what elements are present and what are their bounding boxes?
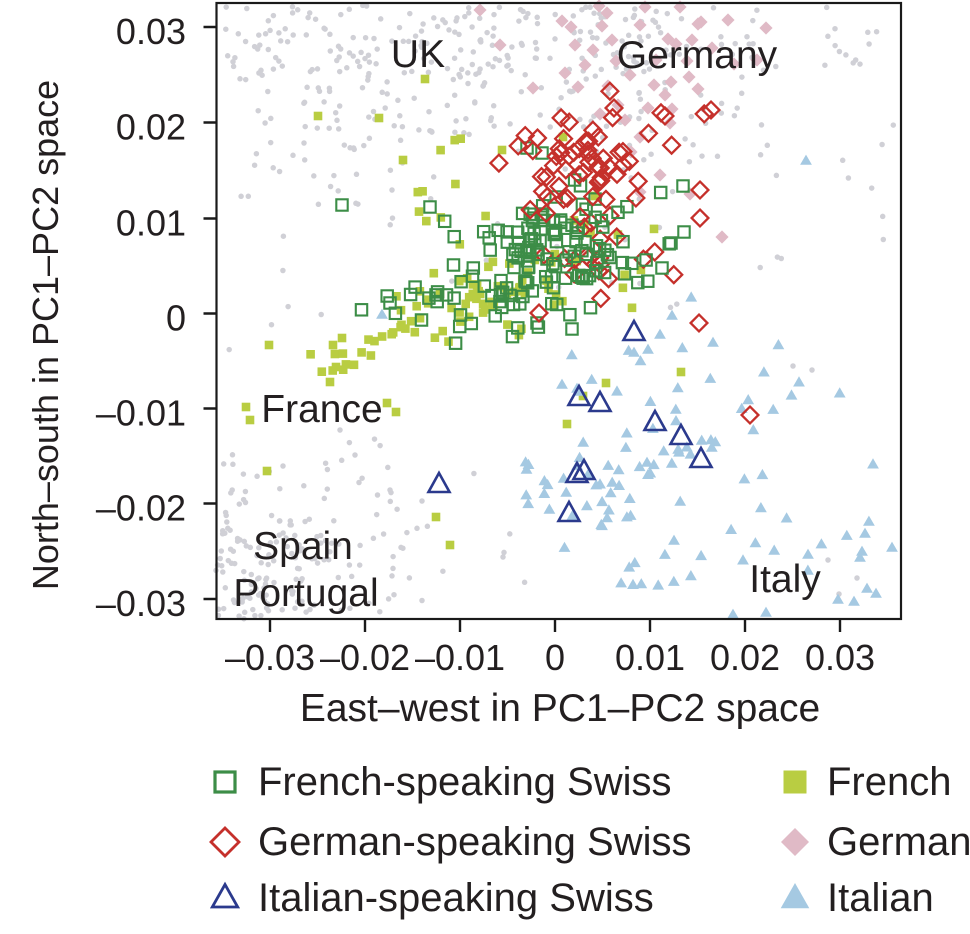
svg-text:0.03: 0.03 xyxy=(805,637,875,678)
svg-text:Italian-speaking Swiss: Italian-speaking Swiss xyxy=(258,876,654,920)
svg-text:UK: UK xyxy=(391,33,445,76)
svg-text:East–west in PC1–PC2 space: East–west in PC1–PC2 space xyxy=(300,687,820,730)
svg-text:German-speaking Swiss: German-speaking Swiss xyxy=(258,820,692,864)
svg-text:0.03: 0.03 xyxy=(116,11,186,52)
svg-text:Portugal: Portugal xyxy=(233,572,378,615)
svg-text:French: French xyxy=(827,760,952,804)
svg-text:–0.02: –0.02 xyxy=(96,488,186,529)
svg-text:0.02: 0.02 xyxy=(710,637,780,678)
svg-text:0.02: 0.02 xyxy=(116,107,186,148)
svg-text:Spain: Spain xyxy=(253,525,353,568)
svg-text:German: German xyxy=(827,820,970,864)
svg-text:French-speaking Swiss: French-speaking Swiss xyxy=(258,760,672,804)
svg-text:–0.01: –0.01 xyxy=(96,393,186,434)
svg-text:Italy: Italy xyxy=(749,558,821,601)
svg-text:–0.03: –0.03 xyxy=(96,583,186,624)
svg-text:Germany: Germany xyxy=(617,34,778,77)
svg-text:0.01: 0.01 xyxy=(116,203,186,244)
svg-text:–0.03: –0.03 xyxy=(225,637,315,678)
svg-text:–0.02: –0.02 xyxy=(320,637,410,678)
svg-text:Italian: Italian xyxy=(827,876,934,920)
svg-text:North–south in PC1–PC2 space: North–south in PC1–PC2 space xyxy=(25,80,66,590)
svg-text:0.01: 0.01 xyxy=(615,637,685,678)
svg-text:–0.01: –0.01 xyxy=(415,637,505,678)
svg-text:France: France xyxy=(261,388,382,431)
svg-text:0: 0 xyxy=(166,298,186,339)
svg-text:0: 0 xyxy=(545,637,565,678)
